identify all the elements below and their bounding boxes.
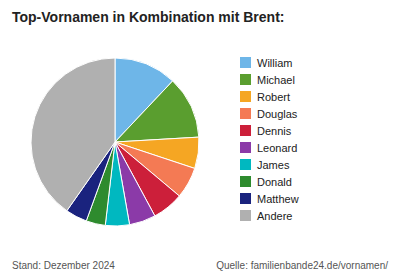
legend-label: Leonard xyxy=(257,142,297,154)
legend-item: Leonard xyxy=(240,142,297,154)
legend-item: Matthew xyxy=(240,193,299,205)
legend-label: James xyxy=(257,159,290,171)
legend-swatch xyxy=(240,91,251,102)
title: Top-Vornamen in Kombination mit Brent: xyxy=(12,9,284,25)
legend-swatch xyxy=(240,74,251,85)
legend-item: James xyxy=(240,159,290,171)
legend-item: Douglas xyxy=(240,108,298,120)
legend-label: Donald xyxy=(257,176,292,188)
legend-label: William xyxy=(257,57,292,69)
legend-swatch xyxy=(240,176,251,187)
legend-swatch xyxy=(240,210,251,221)
legend-item: Michael xyxy=(240,74,295,86)
legend-swatch xyxy=(240,142,251,153)
legend-label: Matthew xyxy=(257,193,299,205)
annotation: Stand: Dezember 2024 xyxy=(12,260,115,271)
legend-item: Robert xyxy=(240,91,290,103)
legend-item: Dennis xyxy=(240,125,292,137)
legend-swatch xyxy=(240,57,251,68)
legend-swatch xyxy=(240,193,251,204)
slice xyxy=(115,81,199,142)
legend-label: Douglas xyxy=(257,108,298,120)
legend-item: Donald xyxy=(240,176,292,188)
legend-label: Robert xyxy=(257,91,290,103)
slice xyxy=(31,58,115,211)
legend-label: Michael xyxy=(257,74,295,86)
annotation: Quelle: familienbande24.de/vornamen/ xyxy=(216,260,388,271)
legend-swatch xyxy=(240,125,251,136)
legend: William Michael Robert Douglas Dennis Leonard… xyxy=(240,57,299,222)
legend-item: William xyxy=(240,57,292,69)
legend-item: Andere xyxy=(240,210,292,222)
legend-label: Dennis xyxy=(257,125,292,137)
pie xyxy=(31,58,199,226)
legend-swatch xyxy=(240,159,251,170)
chart: Top-Vornamen in Kombination mit Brent: Wi… xyxy=(0,0,400,276)
legend-label: Andere xyxy=(257,210,292,222)
legend-swatch xyxy=(240,108,251,119)
